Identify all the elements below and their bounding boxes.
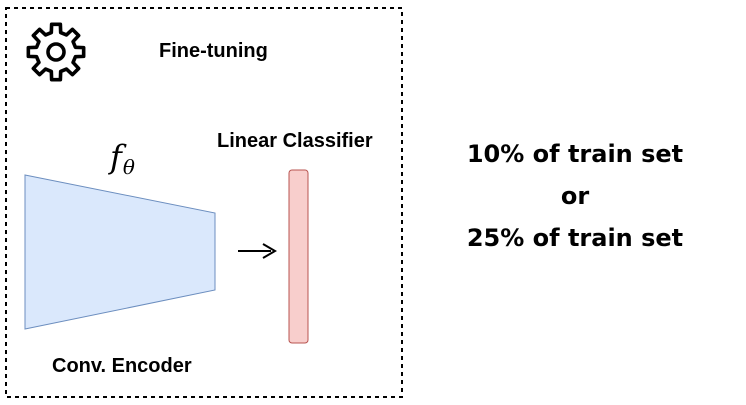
function-symbol-f: f bbox=[110, 138, 122, 176]
linear-classifier-label: Linear Classifier bbox=[217, 130, 373, 152]
conv-encoder-label: Conv. Encoder bbox=[52, 355, 192, 377]
conv-encoder-shape bbox=[24, 174, 216, 330]
train-set-or: or bbox=[560, 182, 590, 210]
train-set-option-25: 25% of train set bbox=[466, 224, 684, 252]
encoder-function-symbol: fθ bbox=[110, 138, 135, 179]
train-set-option-10: 10% of train set bbox=[466, 140, 684, 168]
arrow-right-icon bbox=[238, 243, 277, 259]
fine-tuning-title: Fine-tuning bbox=[159, 40, 268, 62]
linear-classifier-shape bbox=[288, 169, 309, 344]
function-subscript-theta: θ bbox=[122, 155, 135, 179]
gear-icon bbox=[26, 22, 86, 82]
